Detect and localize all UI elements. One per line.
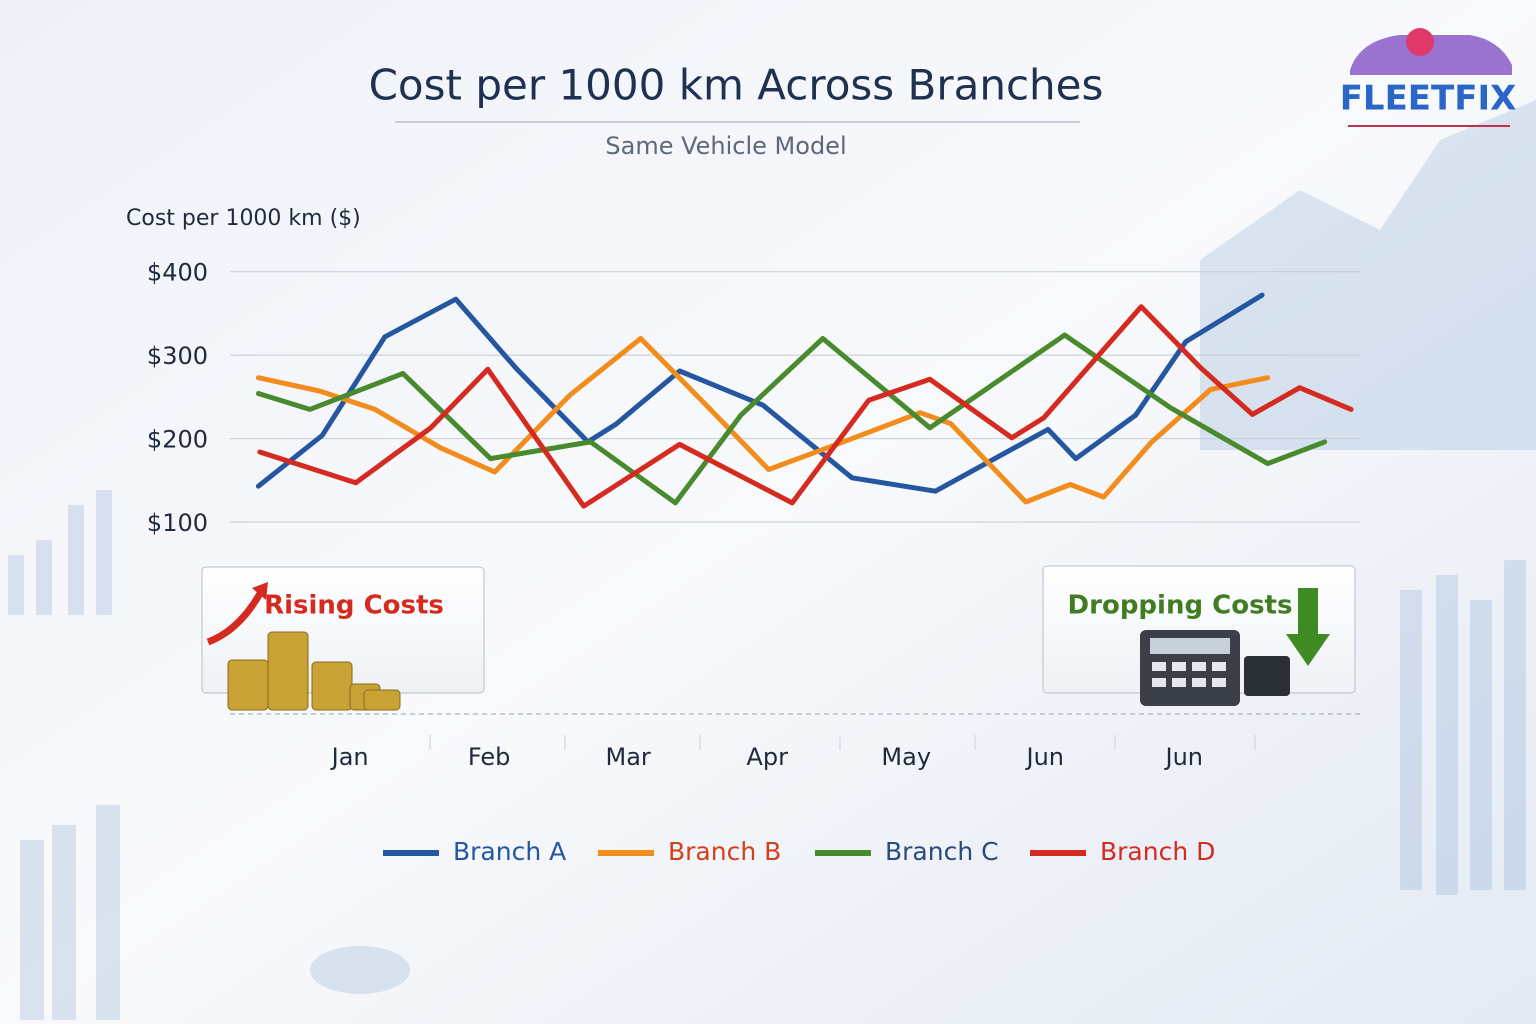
series-line: [257, 304, 1354, 509]
series-line: [255, 336, 1271, 505]
chart-title: Cost per 1000 km Across Branches: [369, 61, 1104, 110]
legend-label: Branch A: [453, 837, 566, 866]
x-tick-label: Jun: [1024, 743, 1064, 771]
y-tick-label: $200: [147, 426, 208, 454]
x-tick-label: Mar: [606, 743, 651, 771]
x-tick-label: Jun: [1164, 743, 1204, 771]
x-separators: [429, 735, 1256, 750]
y-axis-label: Cost per 1000 km ($): [126, 206, 361, 231]
legend-label: Branch B: [668, 837, 781, 866]
x-tick-label: Feb: [468, 743, 511, 771]
legend-label: Branch D: [1100, 837, 1215, 866]
annotation-text: Dropping Costs: [1068, 591, 1293, 621]
brand-name: FLEETFIX: [1340, 79, 1517, 119]
annotation-dropping: Dropping Costs: [1042, 565, 1356, 706]
x-tick-label: Apr: [746, 743, 788, 771]
x-tick-label: Jan: [330, 743, 369, 771]
annotation-rising: Rising Costs: [201, 566, 485, 711]
y-tick-label: $100: [147, 509, 208, 537]
x-tick-label: May: [881, 743, 931, 771]
y-tick-label: $400: [147, 259, 208, 287]
decoration: [8, 100, 1536, 1020]
legend-label: Branch C: [885, 837, 999, 866]
chart-subtitle: Same Vehicle Model: [605, 132, 846, 160]
annotation-text: Rising Costs: [264, 591, 444, 621]
series-line: [255, 292, 1265, 494]
y-tick-label: $300: [147, 342, 208, 370]
logo: FLEETFIX: [1340, 28, 1517, 127]
series-line: [255, 332, 1328, 506]
